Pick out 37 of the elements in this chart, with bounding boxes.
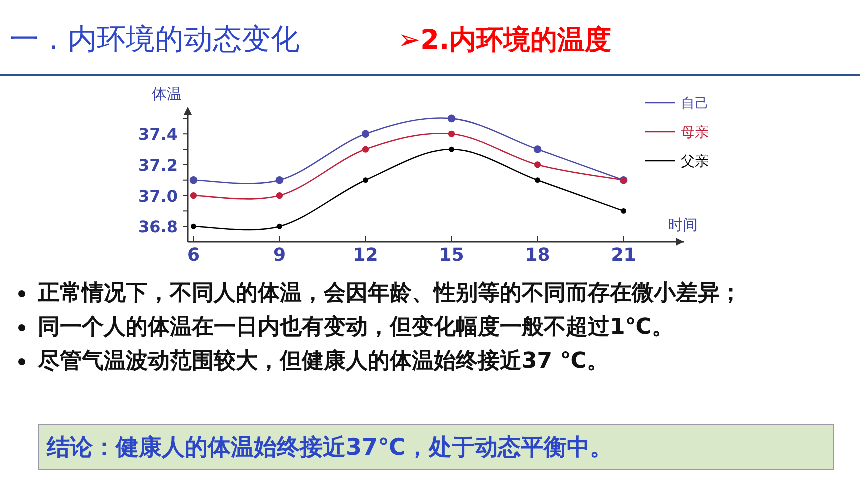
y-tick-label: 37.0 [138, 186, 178, 206]
x-tick-label: 21 [611, 245, 636, 266]
legend-label: 自己 [681, 96, 709, 112]
point [535, 178, 540, 184]
point [276, 176, 284, 184]
point [277, 224, 282, 230]
chart-title: 一．内环境的动态变化 [10, 21, 300, 58]
point [191, 224, 196, 230]
y-axis-title: 体温 [152, 85, 182, 103]
x-tick-label: 9 [273, 245, 286, 266]
text: 结论：健康人的体温始终接近37℃，处于动态平衡中。 [38, 424, 834, 470]
x-tick-label: 15 [439, 245, 464, 266]
point [448, 114, 456, 123]
point [534, 146, 542, 154]
x-tick-label: 12 [353, 245, 378, 266]
x-axis-title: 时间 [668, 216, 698, 234]
y-tick-label: 37.4 [138, 125, 178, 144]
chart-subtitle: ➢2.内环境的温度 [398, 24, 612, 58]
point [448, 130, 456, 138]
point [362, 130, 370, 138]
point [190, 176, 198, 184]
legend-label: 母亲 [681, 125, 709, 141]
point [362, 146, 370, 153]
legend-label: 父亲 [681, 154, 709, 170]
x-tick-label: 18 [525, 245, 550, 266]
point [276, 192, 284, 200]
point [621, 208, 626, 214]
y-tick-label: 37.2 [138, 156, 178, 175]
x-tick-label: 6 [187, 245, 200, 266]
point [449, 146, 454, 152]
text: 尽管气温波动范围较大，但健康人的体温始终接近37 ℃。 [36, 348, 610, 376]
text: 同一个人的体温在一日内也有变动，但变化幅度一般不超过1℃。 [37, 314, 675, 342]
y-tick-label: 36.8 [138, 218, 178, 237]
text: 正常情况下，不同人的体温，会因年龄、性别等的不同而存在微小差异； [37, 280, 743, 308]
point [190, 192, 198, 200]
point [534, 162, 542, 168]
point [363, 178, 368, 184]
